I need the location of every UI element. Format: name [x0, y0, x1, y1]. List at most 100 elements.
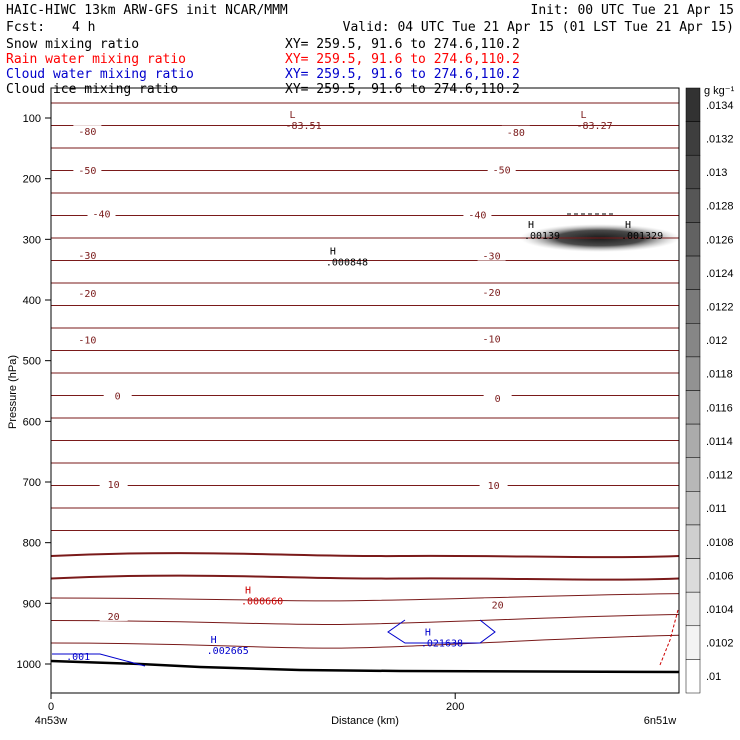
isotherm-label: -20 [78, 289, 96, 300]
x-tick-label: 0 [48, 701, 54, 713]
colorbar-swatch [685, 154, 701, 190]
field-name-ice: Cloud ice mixing ratio [6, 82, 178, 97]
extremum-value: -83.27 [577, 121, 613, 132]
colorbar-swatch [685, 188, 701, 223]
colorbar-level-label: .0108 [706, 537, 734, 549]
extremum-value: .00139 [524, 231, 560, 242]
colorbar-swatch [685, 491, 701, 526]
isotherm-label: -80 [507, 128, 525, 139]
y-tick-label: 800 [23, 538, 41, 550]
isotherm-line [51, 593, 679, 602]
colorbar-swatch [685, 356, 701, 391]
annotations: -80 -80 -50 -50 -40 -40 -30 -30 -20 -20 -10 -10 0 0 10… [52, 110, 679, 667]
extremum-value: .002665 [207, 646, 249, 657]
field-xy-cloud: XY= 259.5, 91.6 to 274.6,110.2 [285, 67, 520, 82]
label-backing [479, 478, 508, 490]
isotherm-label: -10 [483, 335, 501, 346]
colorbar-swatch [685, 625, 701, 660]
isotherm-label: -40 [468, 210, 486, 221]
terrain-line [51, 659, 679, 674]
colorbar-swatch [685, 591, 701, 627]
isotherm-line [51, 574, 679, 581]
label-backing [483, 392, 512, 404]
isotherm-label: -40 [92, 210, 110, 221]
isotherm-label: 0 [115, 392, 121, 403]
field-name-snow: Snow mixing ratio [6, 37, 139, 52]
extremum-value: .000848 [326, 258, 368, 269]
extremum-value: .001329 [621, 231, 663, 242]
colorbar-unit: g kg⁻¹ [704, 85, 735, 97]
y-tick-label: 700 [23, 477, 41, 489]
extremum-letter: H [211, 635, 217, 646]
y-tick-label: 400 [23, 295, 41, 307]
colorbar-swatch [685, 390, 701, 425]
label-backing [99, 478, 128, 490]
isotherm-label: -50 [78, 166, 96, 177]
rain-water-contour [659, 609, 679, 666]
extremum-letter: H [245, 586, 251, 597]
isotherm-label: -20 [483, 288, 501, 299]
colorbar-level-label: .01 [706, 671, 721, 683]
isotherm-lines [51, 102, 679, 674]
label-backing [73, 125, 102, 137]
colorbar-swatch [685, 289, 701, 324]
y-tick-label: 500 [23, 356, 41, 368]
label-backing [73, 163, 102, 175]
field-xy-ice: XY= 259.5, 91.6 to 274.6,110.2 [285, 82, 520, 97]
colorbar-level-label: .0118 [706, 369, 733, 381]
colorbar-level-label: .0126 [706, 234, 734, 246]
label-backing [87, 207, 116, 219]
label-backing [501, 125, 530, 137]
extremum-letter: L [581, 110, 587, 121]
colorbar-level-label: .013 [706, 167, 727, 179]
isotherm-label: -30 [78, 251, 96, 262]
valid-time: Valid: 04 UTC Tue 21 Apr 15 (01 LST Tue … [343, 20, 734, 35]
label-backing [73, 333, 102, 345]
extremum-value: .021638 [421, 639, 463, 650]
fcst-value: 4 h [72, 20, 95, 35]
isotherm-label: -50 [493, 165, 511, 176]
colorbar-swatch [685, 255, 701, 290]
label-backing [99, 609, 128, 621]
colorbar: .0134 .0132 .013 .0128 .0126 .0124 .0122 .012 .0… [685, 87, 734, 694]
y-tick-label: 900 [23, 598, 41, 610]
extremum-letter: H [625, 220, 631, 231]
colorbar-swatch [685, 558, 701, 593]
cloud-water-contour-center [387, 619, 496, 644]
field-xy-snow: XY= 259.5, 91.6 to 274.6,110.2 [285, 37, 520, 52]
x-axis: 0 200 [48, 693, 464, 713]
extremum-value: .000660 [241, 597, 283, 608]
isotherm-label: -80 [78, 127, 96, 138]
colorbar-level-label: .0132 [706, 133, 734, 145]
chart-title: HAIC-HIWC 13km ARW-GFS init NCAR/MMM [6, 3, 288, 18]
y-tick-label: 300 [23, 234, 41, 246]
field-xy-rain: XY= 259.5, 91.6 to 274.6,110.2 [285, 52, 520, 67]
isotherm-line [51, 634, 679, 649]
y-axis-label: Pressure (hPa) [7, 355, 19, 429]
colorbar-level-label: .0134 [706, 100, 734, 112]
cloud-water-label: .001 [66, 652, 90, 663]
y-axis: 100 200 300 400 500 600 700 800 900 1000 [17, 113, 51, 671]
y-tick-label: 100 [23, 113, 41, 125]
x-endpoint-right: 6n51w [644, 715, 676, 727]
plot-frame [50, 87, 680, 694]
isotherm-line [51, 552, 679, 559]
colorbar-level-label: .0128 [706, 201, 734, 213]
isotherm-label: 20 [492, 600, 504, 611]
y-tick-label: 1000 [17, 659, 41, 671]
init-time: Init: 00 UTC Tue 21 Apr 15 [531, 3, 735, 18]
extremum-letter: H [330, 247, 336, 258]
isotherm-label: 0 [495, 394, 501, 405]
colorbar-level-label: .0122 [706, 301, 734, 313]
colorbar-swatch [685, 524, 701, 559]
colorbar-level-label: .012 [706, 335, 727, 347]
isotherm-label: 10 [488, 481, 500, 492]
x-axis-label: Distance (km) [331, 715, 399, 727]
extremum-letter: H [425, 628, 431, 639]
y-tick-label: 600 [23, 416, 41, 428]
colorbar-swatch [685, 659, 701, 694]
cloud-water-contour [52, 653, 146, 667]
isotherm-line [51, 613, 679, 626]
label-backing [477, 249, 506, 261]
